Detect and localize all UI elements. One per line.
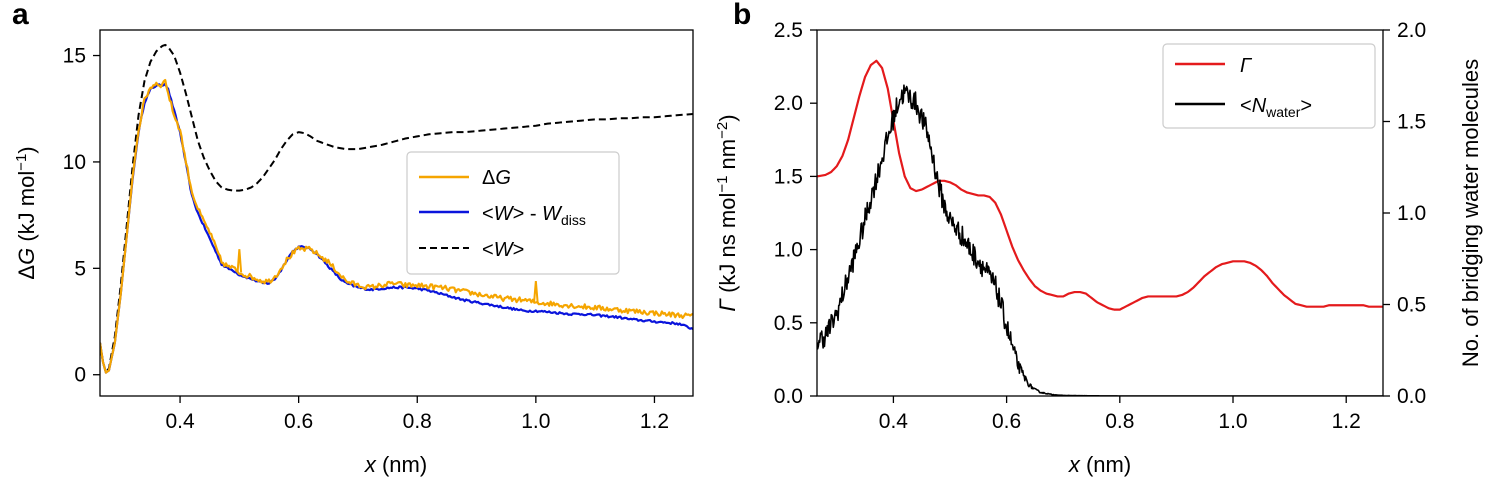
y-right-tick-label: 1.5 (1397, 111, 1426, 134)
y-left-tick-label: 2.5 (774, 19, 803, 42)
y-left-tick-label: 0.5 (774, 312, 803, 335)
y-right-tick-label: 0.0 (1397, 385, 1426, 408)
series-nwater-line (817, 84, 1383, 396)
panel-b-xlabel: x (nm) (1068, 452, 1131, 477)
panel-a-label: a (12, 0, 29, 31)
x-tick-label: 0.4 (879, 410, 909, 433)
x-tick-label: 1.2 (640, 410, 669, 433)
x-tick-label: 0.8 (403, 410, 432, 433)
y-tick-label: 15 (63, 45, 86, 68)
x-tick-label: 0.8 (1105, 410, 1134, 433)
y-tick-label: 10 (63, 151, 86, 174)
panel-a-legend: ΔG <W> - Wdiss <W> (406, 151, 620, 275)
panel-a-frame (99, 29, 694, 397)
y-tick-label: 0 (74, 364, 86, 387)
series-dg-spike (236, 249, 243, 273)
series-gamma-line (817, 59, 1383, 311)
panel-b-label: b (733, 0, 751, 31)
legend-label-dg: ΔG (482, 167, 511, 189)
panel-b-frame (816, 29, 1384, 397)
y-right-tick-label: 2.0 (1397, 19, 1426, 42)
legend-label-w: <W> (482, 239, 524, 261)
panel-b: b 0.4 0.6 0.8 1.0 1.20.00.51.01.52.02.50.00.… (714, 0, 1483, 477)
panel-a-series (100, 43, 693, 374)
y-left-tick-label: 2.0 (774, 92, 803, 115)
series-dg-spike (533, 281, 539, 303)
y-left-tick-label: 0.0 (774, 385, 803, 408)
y-right-tick-label: 0.5 (1397, 294, 1426, 317)
series-dg-line (100, 78, 693, 374)
panel-b-legend: Γ <Nwater> (1162, 43, 1376, 129)
legend-label-nwater: <Nwater> (1240, 95, 1312, 120)
panel-a-ylabel: ΔG (kJ mol−1) (13, 146, 39, 279)
y-left-tick-label: 1.5 (774, 165, 803, 188)
panel-a: a 0.4 0.6 0.8 1.0 1.2 0 5 10 15 x (nm) ΔG (kJ mo… (12, 0, 694, 477)
legend-label-gamma: Γ (1240, 55, 1253, 77)
panel-b-ylabel-right: No. of bridging water molecules (1458, 59, 1483, 367)
y-tick-label: 5 (74, 257, 86, 280)
panel-b-ticks: 0.4 0.6 0.8 1.0 1.2 0.0 0.5 1.0 1.5 2.0 2.5 0.0 0.5 1… (774, 19, 1426, 433)
panel-b-ylabel-left: Γ (kJ ns mol−1 nm−2) (714, 114, 740, 311)
legend-label-w-wdiss: <W> - Wdiss (482, 203, 586, 228)
x-tick-label: 1.2 (1332, 410, 1361, 433)
x-tick-label: 0.4 (165, 410, 195, 433)
series-w-wdiss-line (100, 82, 693, 374)
y-right-tick-label: 1.0 (1397, 202, 1426, 225)
panel-a-ticks: 0.4 0.6 0.8 1.0 1.2 0 5 10 15 (63, 45, 669, 433)
y-left-tick-label: 1.0 (774, 239, 803, 262)
x-tick-label: 0.6 (284, 410, 313, 433)
x-tick-label: 1.0 (521, 410, 550, 433)
x-tick-label: 1.0 (1218, 410, 1247, 433)
x-tick-label: 0.6 (992, 410, 1021, 433)
series-w-line (100, 43, 693, 374)
panel-a-xlabel: x (nm) (364, 452, 427, 477)
panel-a-legend-box (406, 151, 620, 275)
